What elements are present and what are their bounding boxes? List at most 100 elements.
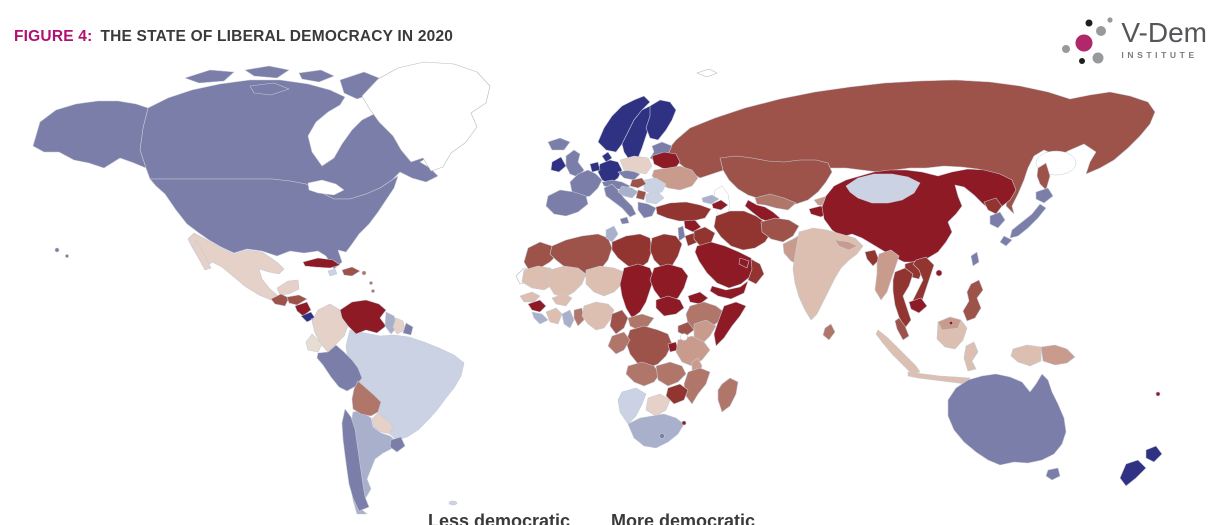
map-region-taiwan (970, 251, 980, 267)
map-region-new-zealand-north (1145, 445, 1163, 463)
map-region-ivory-coast (545, 307, 563, 325)
map-region-hungary (629, 177, 647, 189)
map-region-alaska (32, 100, 149, 169)
map-region-turkey (655, 201, 712, 222)
map-region-dr-congo (625, 325, 673, 369)
map-region-senegal (519, 291, 541, 303)
map-region-cambodia (908, 297, 928, 314)
map-region-japan-honshu (1009, 203, 1047, 239)
map-region-nicaragua (294, 301, 312, 317)
map-region-benelux (589, 161, 601, 173)
map-region-romania (643, 177, 667, 195)
logo-dot (1096, 26, 1107, 36)
map-region-puerto-rico (361, 270, 367, 276)
map-region-iran (713, 210, 772, 251)
map-region-malaysia (894, 317, 910, 341)
map-region-greece (637, 201, 657, 219)
map-region-italy (603, 183, 637, 218)
map-region-paraguay (371, 412, 394, 435)
legend-more-democratic: More democratic (611, 511, 756, 525)
map-region-tasmania (1045, 467, 1061, 481)
map-region-chile (341, 408, 370, 512)
map-region-sierra-leone-liberia (531, 311, 549, 325)
figure-title: THE STATE OF LIBERAL DEMOCRACY IN 2020 (100, 28, 454, 45)
map-region-nepal (834, 239, 858, 251)
vdem-logo-text: V-Dem INSTITUTE (1121, 16, 1207, 60)
map-region-myanmar (874, 249, 900, 301)
vdem-logo-dots-icon (1062, 17, 1114, 64)
map-region-france (569, 169, 603, 199)
map-region-kazakhstan (719, 155, 833, 207)
map-region-central-african-republic (627, 313, 655, 331)
map-region-west-papua (1010, 344, 1042, 367)
map-region-japan-kyushu (999, 235, 1013, 247)
map-region-guinea (527, 299, 547, 313)
map-region-burkina-faso (551, 293, 573, 307)
map-region-baja-california (192, 239, 212, 271)
map-region-arctic-islands (249, 82, 290, 96)
map-region-eritrea (687, 291, 709, 305)
map-region-azerbaijan (711, 199, 729, 211)
vdem-logo-name: V-Dem (1121, 16, 1207, 48)
map-region-mali (547, 265, 587, 299)
map-region-sicily (619, 216, 630, 225)
map-region-sumatra (875, 329, 921, 375)
logo-dot (1092, 52, 1104, 64)
map-region-java (907, 371, 971, 385)
logo-dot (1085, 19, 1093, 27)
map-region-suriname (392, 317, 406, 335)
map-region-brunei (948, 320, 954, 326)
map-region-falklands (448, 500, 458, 506)
map-region-ireland (550, 156, 567, 173)
lake-victoria (680, 333, 688, 341)
figure-title-bar: FIGURE 4: THE STATE OF LIBERAL DEMOCRACY … (14, 28, 453, 46)
map-region-saudi-arabia (694, 241, 758, 289)
map-region-sudan (649, 263, 689, 303)
map-region-poland (619, 155, 653, 175)
map-region-ghana (561, 309, 575, 329)
map-region-cuba (302, 257, 341, 269)
map-region-zimbabwe (665, 383, 689, 405)
map-region-lesotho (659, 433, 665, 439)
map-region-hawaii (65, 254, 69, 258)
map-region-fiji (1155, 391, 1161, 397)
map-region-madagascar (717, 377, 739, 413)
map-region-hispaniola (341, 266, 361, 277)
map-region-oman (747, 258, 765, 285)
map-region-iberia (545, 189, 589, 217)
map-region-thailand (892, 267, 914, 329)
map-region-congo-gabon (607, 331, 631, 355)
map-region-usa (149, 175, 399, 270)
map-region-guatemala (270, 293, 290, 307)
map-region-antilles (369, 281, 373, 285)
map-region-belarus (651, 151, 681, 171)
map-region-chad (619, 263, 655, 319)
map-region-greenland (361, 61, 491, 172)
map-region-yucatan (276, 279, 300, 296)
map-region-serbia (635, 189, 647, 201)
map-region-georgia (701, 194, 720, 205)
map-region-botswana (645, 393, 671, 417)
map-region-south-sudan (655, 295, 685, 317)
map-region-tanzania (675, 335, 711, 367)
map-region-sulawesi (963, 341, 979, 372)
map-region-philippines (962, 279, 984, 322)
map-region-bulgaria (645, 191, 665, 205)
map-region-niger (585, 265, 625, 297)
map-region-mongolia (845, 173, 921, 204)
map-region-namibia (617, 387, 647, 425)
map-region-tunisia (605, 225, 619, 243)
map-region-india (792, 227, 864, 321)
map-region-balkans-west (617, 185, 639, 199)
map-region-eswatini (681, 420, 687, 426)
map-region-australia (947, 373, 1067, 466)
map-region-arctic-islands (244, 65, 290, 79)
logo-dot-accent (1075, 34, 1093, 52)
map-region-bangladesh (864, 249, 880, 267)
map-region-finland (645, 99, 677, 141)
map-region-jamaica (327, 268, 338, 277)
map-region-south-africa (627, 413, 685, 449)
map-region-arctic-islands (298, 69, 335, 83)
map-region-yemen (709, 280, 749, 300)
